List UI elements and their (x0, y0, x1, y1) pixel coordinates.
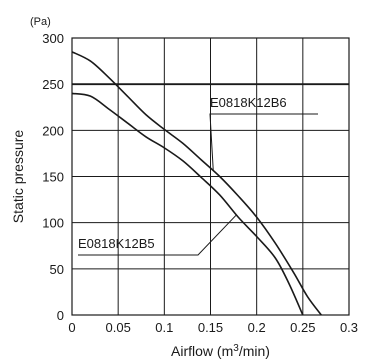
x-tick-label: 0.3 (340, 320, 358, 335)
series-curve-e0818k12b6 (71, 51, 322, 316)
x-axis-title: Airflow (m3/min) (171, 343, 270, 359)
y-tick-label: 250 (42, 77, 64, 92)
x-tick-label: 0.1 (155, 320, 173, 335)
x-tick-label: 0.15 (198, 320, 223, 335)
series-labels: E0818K12B6 E0818K12B5 (78, 95, 318, 256)
series-curves (71, 51, 322, 316)
y-tick-label: 100 (42, 216, 64, 231)
series-label-e0818k12b6: E0818K12B6 (210, 95, 287, 110)
y-tick-label: 0 (57, 308, 64, 323)
y-tick-label: 200 (42, 123, 64, 138)
y-axis-title: Static pressure (10, 130, 26, 224)
leader-line-e0818k12b5 (78, 214, 237, 256)
plot-frame (71, 37, 350, 316)
x-tick-label: 0.05 (106, 320, 131, 335)
tick-labels: 0 0.05 0.1 0.15 0.2 0.25 0.3 0 50 100 150 200 250 300 (42, 31, 358, 335)
x-tick-label: 0.2 (248, 320, 266, 335)
x-tick-label: 0 (68, 320, 75, 335)
series-label-e0818k12b5: E0818K12B5 (78, 236, 155, 251)
leader-line-e0818k12b6 (209, 113, 318, 171)
y-tick-label: 50 (50, 262, 64, 277)
grid-lines (71, 37, 350, 316)
y-tick-label: 300 (42, 31, 64, 46)
y-tick-label: 150 (42, 170, 64, 185)
y-axis-unit: (Pa) (30, 16, 51, 28)
x-axis-title-superscript: 3 (233, 343, 239, 354)
series-curve-e0818k12b5 (71, 92, 304, 316)
x-tick-label: 0.25 (290, 320, 315, 335)
